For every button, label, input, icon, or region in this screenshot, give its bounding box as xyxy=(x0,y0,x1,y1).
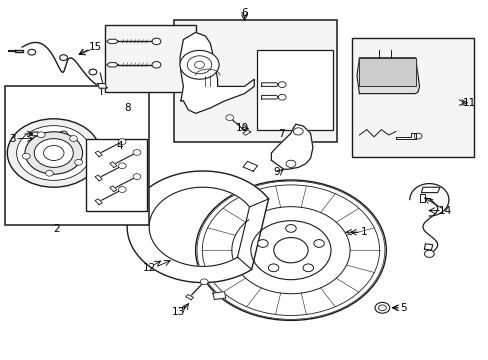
Polygon shape xyxy=(212,292,225,300)
Polygon shape xyxy=(106,39,118,44)
Circle shape xyxy=(118,186,126,192)
Circle shape xyxy=(133,174,141,179)
Circle shape xyxy=(60,55,67,60)
Circle shape xyxy=(378,305,386,311)
Text: 15: 15 xyxy=(88,42,102,52)
Circle shape xyxy=(43,145,64,161)
Circle shape xyxy=(25,132,82,174)
Circle shape xyxy=(152,38,161,45)
Circle shape xyxy=(278,82,285,87)
Circle shape xyxy=(118,163,126,168)
Polygon shape xyxy=(95,175,102,181)
Bar xyxy=(105,25,195,92)
Circle shape xyxy=(133,149,141,155)
Bar xyxy=(5,86,149,225)
Circle shape xyxy=(424,250,433,257)
Circle shape xyxy=(413,133,421,139)
Polygon shape xyxy=(419,194,425,202)
Circle shape xyxy=(7,119,100,187)
Circle shape xyxy=(225,115,233,121)
Circle shape xyxy=(187,56,211,74)
Text: 10: 10 xyxy=(235,123,248,133)
Polygon shape xyxy=(421,187,439,193)
Polygon shape xyxy=(356,58,419,94)
Text: 1: 1 xyxy=(360,227,367,237)
Text: 9: 9 xyxy=(272,167,279,177)
Text: 12: 12 xyxy=(142,263,156,273)
Circle shape xyxy=(273,238,307,263)
Polygon shape xyxy=(185,294,193,300)
Circle shape xyxy=(250,221,330,280)
Bar xyxy=(173,20,337,142)
Polygon shape xyxy=(15,50,23,52)
Polygon shape xyxy=(109,186,117,192)
Polygon shape xyxy=(127,171,268,283)
Circle shape xyxy=(293,128,303,135)
Circle shape xyxy=(303,264,313,272)
Text: 13: 13 xyxy=(171,307,185,317)
Circle shape xyxy=(17,126,91,180)
Circle shape xyxy=(69,136,77,141)
Circle shape xyxy=(200,279,208,285)
Polygon shape xyxy=(95,151,102,157)
Bar xyxy=(85,139,146,211)
Polygon shape xyxy=(29,132,41,136)
Polygon shape xyxy=(271,124,312,169)
Circle shape xyxy=(28,49,36,55)
Circle shape xyxy=(75,159,82,165)
Circle shape xyxy=(313,240,324,247)
Text: 5: 5 xyxy=(399,303,406,313)
Circle shape xyxy=(34,139,73,167)
Polygon shape xyxy=(243,130,250,135)
Text: 4: 4 xyxy=(116,141,123,151)
Circle shape xyxy=(180,50,219,79)
Polygon shape xyxy=(243,161,257,171)
Circle shape xyxy=(22,153,30,159)
Circle shape xyxy=(118,139,126,144)
Circle shape xyxy=(152,62,161,68)
Circle shape xyxy=(195,180,386,320)
Polygon shape xyxy=(359,58,415,86)
Circle shape xyxy=(268,264,278,272)
Text: 6: 6 xyxy=(241,8,247,18)
Circle shape xyxy=(257,240,267,247)
Circle shape xyxy=(89,69,97,75)
Circle shape xyxy=(285,225,296,232)
Circle shape xyxy=(60,131,67,137)
Text: 14: 14 xyxy=(437,206,451,216)
Polygon shape xyxy=(98,84,106,88)
Circle shape xyxy=(374,302,389,313)
Bar xyxy=(351,38,473,157)
Circle shape xyxy=(278,94,285,100)
Text: 7: 7 xyxy=(277,129,284,139)
Text: 3: 3 xyxy=(9,134,16,144)
Circle shape xyxy=(37,132,45,138)
Text: 2: 2 xyxy=(53,224,60,234)
Polygon shape xyxy=(261,83,278,86)
Polygon shape xyxy=(106,63,118,67)
Circle shape xyxy=(285,160,295,167)
Circle shape xyxy=(194,61,204,68)
Bar xyxy=(256,50,332,130)
Polygon shape xyxy=(180,32,254,113)
Text: 8: 8 xyxy=(123,103,130,113)
Text: 11: 11 xyxy=(462,98,475,108)
Polygon shape xyxy=(261,95,278,99)
Polygon shape xyxy=(109,162,117,167)
Circle shape xyxy=(45,170,53,176)
Polygon shape xyxy=(424,244,432,250)
Polygon shape xyxy=(95,199,102,204)
Polygon shape xyxy=(395,133,415,139)
